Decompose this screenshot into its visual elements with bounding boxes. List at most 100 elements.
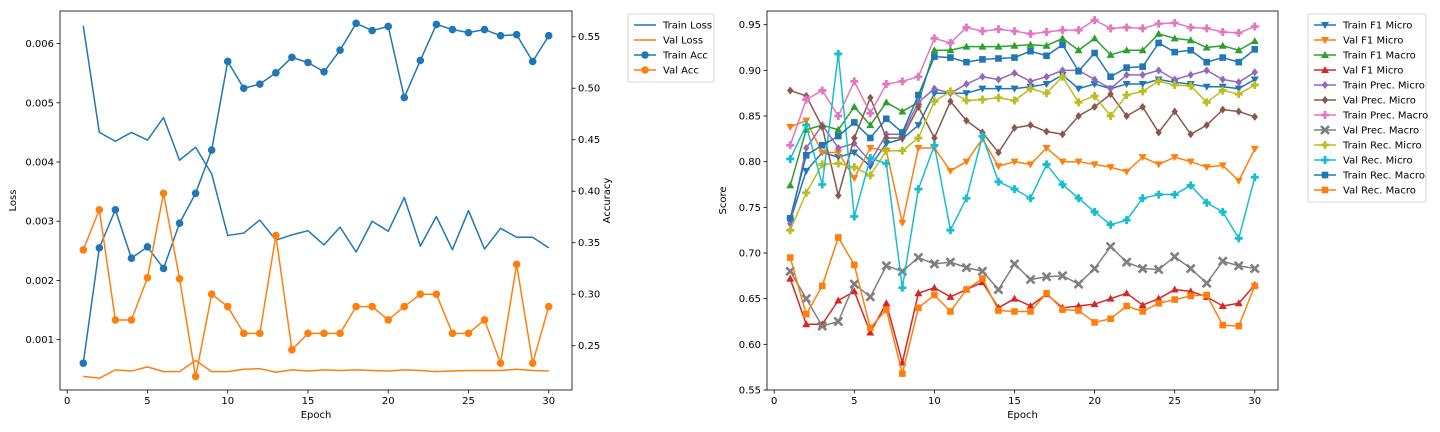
data-point xyxy=(866,328,875,336)
legend-item: Train F1 Micro xyxy=(1314,21,1412,32)
data-point xyxy=(1106,220,1115,229)
data-point xyxy=(272,231,280,240)
legend-item: Train Prec. Macro xyxy=(1314,111,1428,122)
data-point xyxy=(1011,69,1018,78)
data-point xyxy=(223,302,232,311)
x-tick-label: 5 xyxy=(851,396,857,407)
data-point xyxy=(79,246,88,254)
data-point xyxy=(496,359,505,368)
data-point xyxy=(817,321,828,331)
data-point xyxy=(1235,78,1242,87)
y-tick-label: 0.003 xyxy=(25,217,54,228)
data-point xyxy=(1155,128,1162,137)
data-point xyxy=(1186,81,1195,90)
legend-item: Val Rec. Macro xyxy=(1314,186,1416,197)
data-point xyxy=(946,38,955,47)
data-point xyxy=(1138,301,1147,309)
data-point xyxy=(1026,301,1035,309)
data-point xyxy=(946,46,955,54)
data-point xyxy=(496,31,505,40)
data-point xyxy=(883,133,890,142)
data-point xyxy=(802,167,811,175)
data-point xyxy=(978,95,987,104)
data-point xyxy=(1234,299,1243,307)
legend-marker xyxy=(1321,171,1329,179)
data-point xyxy=(1201,278,1212,289)
data-point xyxy=(995,307,1002,314)
data-point xyxy=(272,68,280,77)
data-point xyxy=(1042,41,1051,49)
legend-marker xyxy=(1321,22,1329,29)
data-point xyxy=(962,96,971,105)
series-train-prec-macro xyxy=(786,16,1259,150)
legend-label: Val Rec. Micro xyxy=(1343,156,1413,167)
data-point xyxy=(1043,127,1050,136)
data-point xyxy=(850,175,859,183)
data-point xyxy=(1170,18,1179,27)
data-point xyxy=(850,212,859,221)
data-point xyxy=(1203,58,1211,66)
data-point xyxy=(1090,81,1099,89)
data-point xyxy=(1123,64,1130,71)
data-point xyxy=(833,316,844,327)
legend-item: Val Rec. Micro xyxy=(1314,156,1413,167)
data-point xyxy=(1042,28,1051,37)
data-point xyxy=(1217,256,1228,267)
data-point xyxy=(866,171,875,180)
data-point xyxy=(1027,308,1034,315)
data-point xyxy=(882,80,891,89)
legend-box xyxy=(627,13,715,83)
data-point xyxy=(978,132,987,141)
x-tick-label: 15 xyxy=(1008,396,1021,407)
y-tick-label: 0.005 xyxy=(25,98,54,109)
data-point xyxy=(801,293,812,304)
data-point xyxy=(512,30,521,39)
series-train-acc xyxy=(79,19,553,368)
data-point xyxy=(1139,70,1146,79)
data-point xyxy=(802,117,811,125)
data-point xyxy=(1010,85,1019,93)
data-point xyxy=(834,296,843,304)
series-line xyxy=(82,22,550,364)
data-point xyxy=(914,144,923,152)
data-point xyxy=(1010,158,1019,166)
data-point xyxy=(1107,315,1114,323)
data-point xyxy=(239,329,248,338)
y2-tick-label: 0.30 xyxy=(578,290,600,301)
data-point xyxy=(818,160,827,169)
x-tick-label: 10 xyxy=(221,396,234,407)
data-point xyxy=(464,329,473,338)
data-point xyxy=(288,53,296,62)
data-point xyxy=(1011,123,1018,132)
data-point xyxy=(1155,66,1162,75)
data-point xyxy=(95,205,104,214)
data-point xyxy=(914,289,923,297)
legend-label: Val F1 Micro xyxy=(1343,36,1403,47)
data-point xyxy=(1089,263,1100,274)
data-point xyxy=(994,163,1003,171)
legend-label: Train Rec. Micro xyxy=(1342,141,1422,152)
data-point xyxy=(1185,263,1196,274)
data-point xyxy=(1122,168,1131,176)
data-point xyxy=(127,316,136,324)
data-point xyxy=(1170,80,1179,89)
data-point xyxy=(915,91,922,99)
legend-item: Train F1 Macro xyxy=(1314,51,1416,62)
series-train-f1-macro xyxy=(786,29,1259,189)
data-point xyxy=(850,77,859,86)
data-point xyxy=(915,102,922,111)
data-point xyxy=(544,31,553,40)
data-point xyxy=(1107,90,1114,99)
data-point xyxy=(159,264,168,273)
data-point xyxy=(1042,89,1051,98)
data-point xyxy=(898,219,907,227)
data-point xyxy=(834,132,842,140)
data-point xyxy=(1059,306,1066,313)
data-point xyxy=(1042,144,1051,152)
y2-tick-label: 0.55 xyxy=(578,32,600,43)
data-point xyxy=(851,261,858,269)
data-point xyxy=(1122,289,1131,297)
data-point xyxy=(1010,27,1019,36)
data-point xyxy=(1106,294,1115,302)
